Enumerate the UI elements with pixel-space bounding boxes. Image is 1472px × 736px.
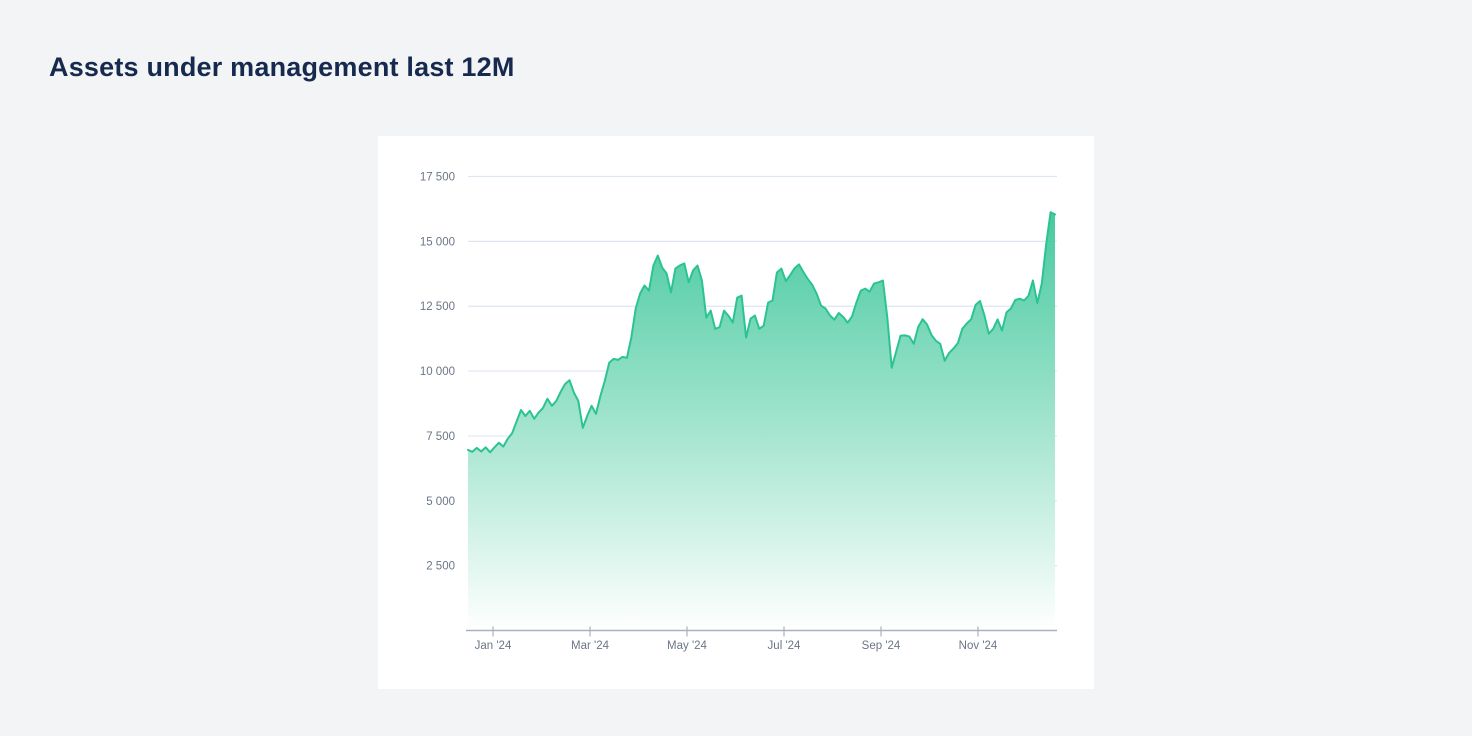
x-tick-label: May '24 — [667, 640, 708, 652]
area-fill — [468, 212, 1055, 631]
y-tick-label: 5 000 — [426, 496, 455, 508]
x-tick-label: Jul '24 — [768, 640, 801, 652]
x-tick-label: Sep '24 — [862, 640, 901, 652]
x-tick-label: Mar '24 — [571, 640, 610, 652]
page-title: Assets under management last 12M — [49, 52, 515, 82]
y-tick-label: 2 500 — [426, 561, 455, 573]
y-tick-label: 12 500 — [420, 301, 455, 313]
y-tick-label: 10 000 — [420, 366, 455, 378]
chart-card: Jan '24 Mar '24 May '24 Jul '24 Sep '24 Nov '… — [378, 136, 1094, 689]
y-tick-label: 7 500 — [426, 431, 455, 443]
series-line — [467, 211, 1056, 454]
x-tick-label: Nov '24 — [959, 640, 998, 652]
x-tick-label: Jan '24 — [475, 640, 512, 652]
aum-area-chart: Jan '24 Mar '24 May '24 Jul '24 Sep '24 Nov '… — [420, 172, 1057, 652]
y-tick-label: 15 000 — [420, 236, 455, 248]
y-tick-label: 17 500 — [420, 172, 455, 184]
